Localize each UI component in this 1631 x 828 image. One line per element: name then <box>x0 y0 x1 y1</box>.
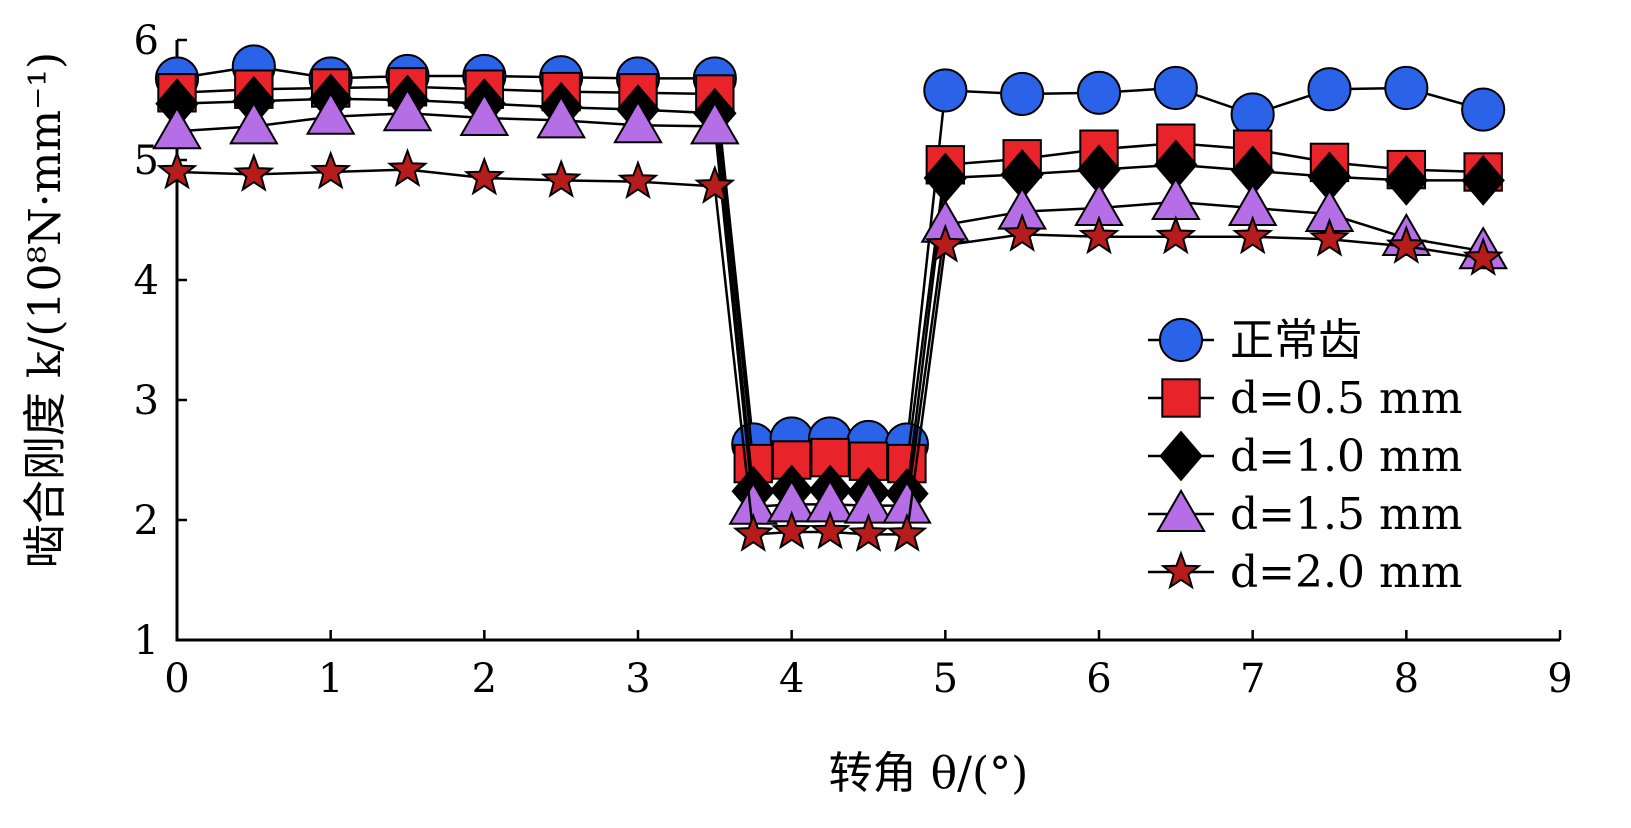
series-4-point <box>617 160 659 200</box>
series-3-point <box>459 92 510 136</box>
series-4-point <box>386 148 429 188</box>
series-3-point <box>152 106 202 150</box>
series-3-point <box>536 95 587 139</box>
legend-item-2: d=1.0 mm <box>1148 430 1462 482</box>
plot-area <box>152 44 1509 552</box>
series-0-point <box>923 68 968 113</box>
x-tick-label: 3 <box>625 656 650 702</box>
series-4-point <box>1001 212 1043 252</box>
series-0-point <box>1384 65 1429 111</box>
series-3-point <box>228 101 279 145</box>
series-4-point <box>1385 224 1427 264</box>
y-tick-label: 1 <box>134 618 159 664</box>
legend: 正常齿 d=0.5 mm d=1.0 mm d=1.5 mm d=2.0 mm <box>1148 315 1462 598</box>
series-0-point <box>1000 71 1045 117</box>
legend-marker <box>1158 317 1204 363</box>
series-4-point <box>1078 215 1120 255</box>
series-3-point <box>382 88 433 132</box>
series-3-point <box>1150 176 1201 220</box>
legend-marker <box>1159 430 1203 482</box>
legend-label: d=1.5 mm <box>1230 489 1462 540</box>
legend-label: d=2.0 mm <box>1230 547 1462 598</box>
series-4-point <box>886 512 928 552</box>
y-tick-label: 4 <box>134 258 159 304</box>
series-4-point <box>1232 215 1274 255</box>
series-4-point <box>156 150 198 190</box>
legend-item-3: d=1.5 mm <box>1148 488 1462 540</box>
x-tick-label: 6 <box>1086 656 1111 702</box>
x-tick-label: 8 <box>1394 656 1419 702</box>
series-3 <box>152 88 1509 525</box>
series-4-point <box>694 164 736 204</box>
legend-marker <box>1160 550 1202 590</box>
series-2-point <box>1461 155 1505 206</box>
x-tick-label: 4 <box>779 656 804 702</box>
legend-item-0: 正常齿 <box>1148 315 1362 366</box>
series-4-point <box>732 512 774 552</box>
series-4-point <box>847 512 890 552</box>
series-4-point <box>463 156 505 196</box>
series-4-point <box>771 510 813 550</box>
legend-label: d=1.0 mm <box>1230 431 1462 482</box>
series-4-point <box>233 152 275 192</box>
x-tick-label: 7 <box>1240 656 1265 702</box>
x-tick-label: 5 <box>933 656 958 702</box>
y-tick-label: 6 <box>134 18 159 64</box>
series-1 <box>157 67 1503 484</box>
axes <box>175 38 1562 642</box>
x-axis-title: 转角 θ/(°) <box>829 748 1029 799</box>
series-2-point <box>1384 155 1429 206</box>
series-4-point <box>310 150 352 190</box>
y-tick-label: 2 <box>134 498 159 544</box>
y-axis-title: 啮合刚度 k/(10⁸N·mm⁻¹) <box>20 52 71 568</box>
series-4 <box>156 148 1504 552</box>
legend-marker <box>1161 378 1201 418</box>
series-4-point <box>809 510 851 550</box>
series-0-point <box>1153 65 1198 111</box>
series-4-point <box>1155 215 1197 255</box>
x-tick-label: 1 <box>318 656 343 702</box>
legend-label: d=0.5 mm <box>1230 373 1462 424</box>
series-0-point <box>1230 92 1275 137</box>
series-0-point <box>1076 70 1122 115</box>
legend-marker <box>1156 488 1206 532</box>
x-tick-label: 9 <box>1547 656 1572 702</box>
series-0-point <box>1461 87 1506 132</box>
series-3-point <box>613 100 663 144</box>
series-0-point <box>1307 67 1352 112</box>
legend-item-4: d=2.0 mm <box>1148 547 1462 598</box>
series-3-point <box>305 91 356 135</box>
x-tick-label: 2 <box>472 656 497 702</box>
y-tick-label: 3 <box>134 378 159 424</box>
x-tick-label: 0 <box>164 656 189 702</box>
legend-item-1: d=0.5 mm <box>1148 373 1462 424</box>
series-4-point <box>924 223 966 263</box>
series-4-point <box>540 158 582 198</box>
series-4-point <box>1462 236 1504 276</box>
legend-label: 正常齿 <box>1230 315 1362 366</box>
series-4-point <box>1308 217 1351 257</box>
series-3-point <box>689 101 740 145</box>
